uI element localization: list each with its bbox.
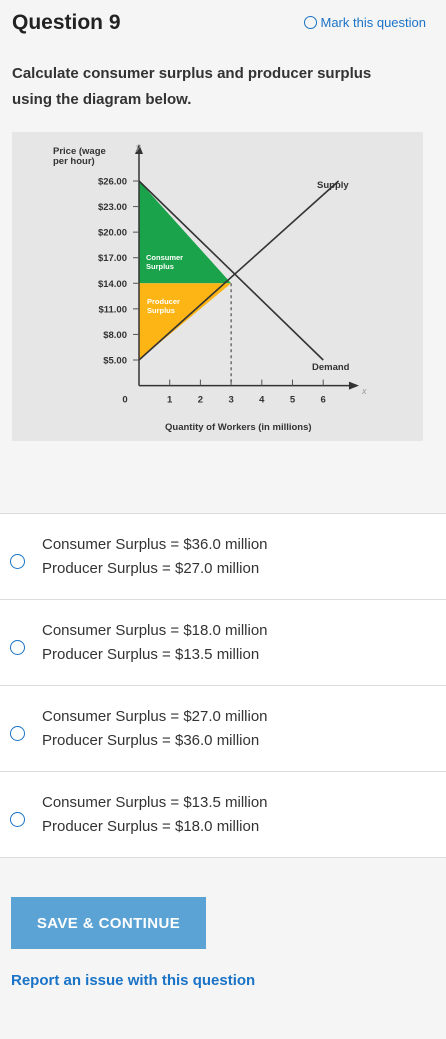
x-tick-label: 1 (167, 395, 173, 406)
x-tick-label: 6 (321, 395, 326, 406)
option-1-consumer: Consumer Surplus = $36.0 million (42, 536, 268, 553)
option-3-consumer: Consumer Surplus = $27.0 million (42, 708, 268, 725)
radio-button-icon[interactable] (10, 812, 25, 827)
y-tick-label: $20.00 (98, 228, 127, 239)
x-tick-label: 3 (228, 395, 233, 406)
surplus-chart: $26.00 $23.00 $20.00 $17.00 $14.00 $11.00 $8.0… (53, 142, 367, 433)
radio-button-icon[interactable] (10, 640, 25, 655)
y-tick-label: $5.00 (103, 356, 127, 367)
question-prompt: Calculate consumer surplus and producer … (12, 61, 412, 113)
x-axis-symbol: x (361, 386, 367, 396)
option-4-consumer: Consumer Surplus = $13.5 million (42, 794, 268, 811)
producer-surplus-label-1: Producer (147, 297, 180, 306)
x-axis-arrow (348, 381, 359, 390)
answer-option-1[interactable]: Consumer Surplus = $36.0 million Produce… (0, 514, 446, 599)
chart-marks: $26.00 $23.00 $20.00 $17.00 $14.00 $11.00 $8.0… (98, 144, 359, 406)
consumer-surplus-label-2: Surplus (146, 262, 174, 271)
prompt-line-1: Calculate consumer surplus and producer … (12, 65, 372, 82)
demand-line (138, 180, 324, 361)
x-tick-label: 2 (198, 395, 203, 406)
answer-option-3[interactable]: Consumer Surplus = $27.0 million Produce… (0, 686, 446, 771)
divider (0, 599, 446, 600)
option-3-producer: Producer Surplus = $36.0 million (42, 732, 260, 749)
x-axis-title: Quantity of Workers (in millions) (165, 422, 312, 433)
y-axis-arrow (135, 144, 143, 154)
x-tick-label: 5 (290, 395, 296, 406)
y-axis-symbol: y (135, 142, 141, 152)
producer-surplus-label-2: Surplus (147, 306, 175, 315)
report-issue-link[interactable]: Report an issue with this question (11, 972, 256, 989)
answer-option-2[interactable]: Consumer Surplus = $18.0 million Produce… (0, 600, 446, 685)
divider (0, 685, 446, 686)
y-tick-label: $11.00 (98, 304, 127, 315)
x-tick-label: 0 (122, 395, 127, 406)
prompt-line-2: using the diagram below. (12, 91, 192, 108)
answer-option-4[interactable]: Consumer Surplus = $13.5 million Produce… (0, 772, 446, 857)
supply-label: Supply (317, 180, 349, 191)
divider (0, 771, 446, 772)
consumer-surplus-region (139, 181, 232, 284)
mark-question-label: Mark this question (320, 15, 427, 30)
y-axis-title-1: Price (wage (53, 146, 106, 157)
y-tick-label: $26.00 (98, 177, 127, 188)
demand-label: Demand (312, 362, 350, 373)
consumer-surplus-label-1: Consumer (146, 253, 183, 262)
option-1-producer: Producer Surplus = $27.0 million (42, 560, 260, 577)
mark-circle-icon (303, 16, 317, 29)
option-2-consumer: Consumer Surplus = $18.0 million (42, 622, 268, 639)
save-continue-button[interactable]: SAVE & CONTINUE (11, 897, 206, 949)
y-tick-label: $8.00 (103, 330, 127, 341)
radio-button-icon[interactable] (10, 726, 25, 741)
y-tick-label: $14.00 (98, 279, 127, 290)
y-axis-title-2: per hour) (53, 156, 95, 167)
question-title: Question 9 (12, 11, 121, 34)
option-2-producer: Producer Surplus = $13.5 million (42, 646, 260, 663)
y-tick-label: $17.00 (98, 253, 127, 264)
divider (0, 513, 446, 514)
y-tick-label: $23.00 (98, 202, 127, 213)
divider (0, 857, 446, 858)
radio-button-icon[interactable] (10, 554, 25, 569)
surplus-diagram: $26.00 $23.00 $20.00 $17.00 $14.00 $11.00 $8.0… (12, 132, 423, 441)
mark-question-button[interactable]: Mark this question (303, 15, 427, 30)
option-4-producer: Producer Surplus = $18.0 million (42, 818, 260, 835)
x-tick-label: 4 (259, 395, 265, 406)
question-header: Question 9 Mark this question (0, 0, 446, 48)
supply-line (138, 180, 340, 361)
